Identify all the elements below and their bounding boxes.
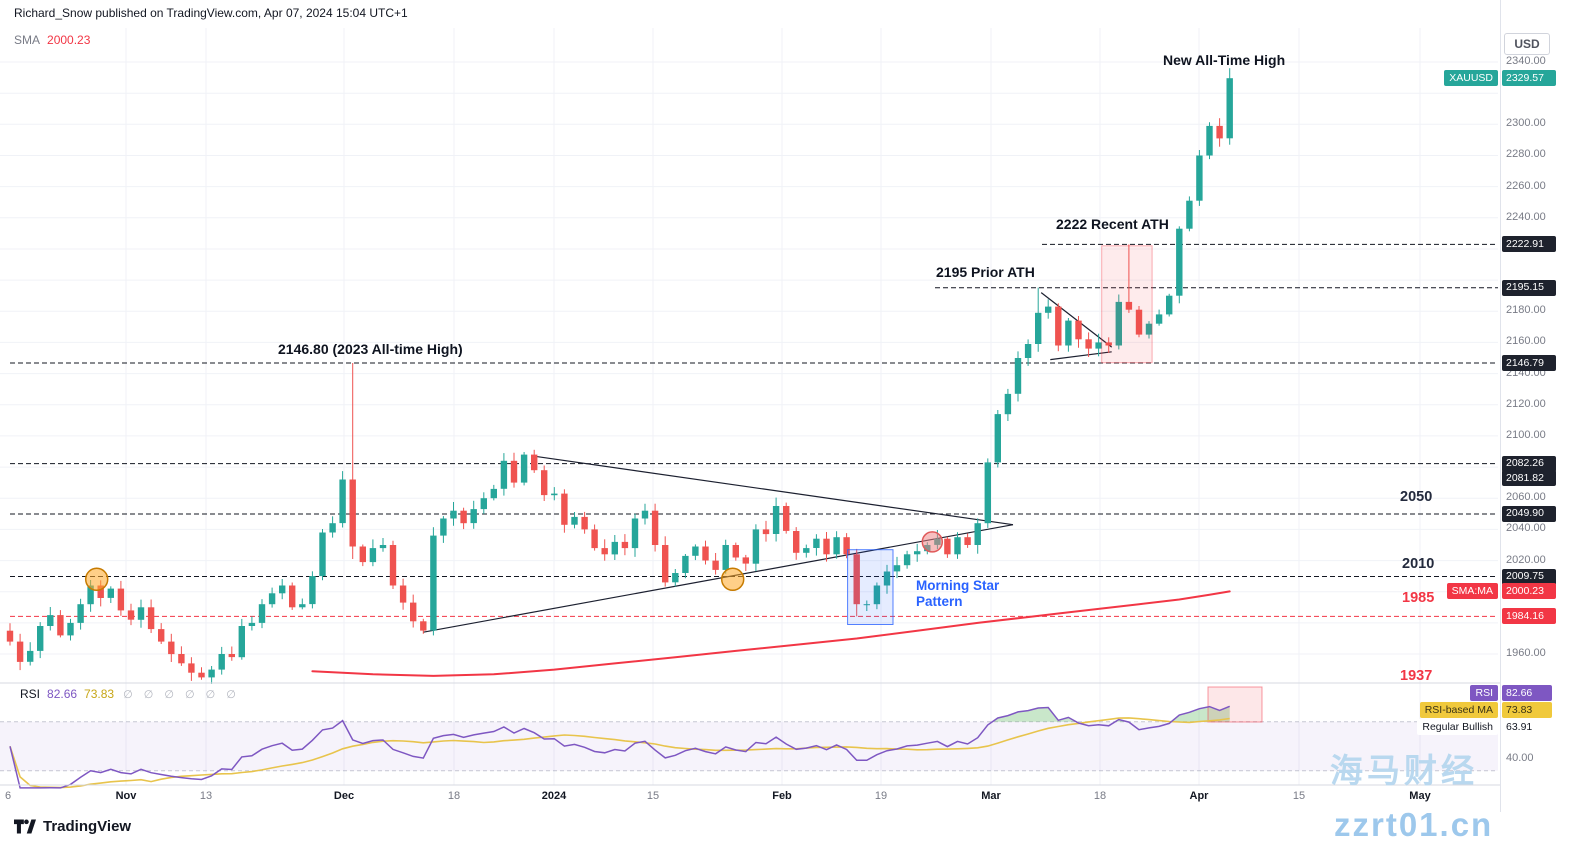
time-tick-label: 18 — [1093, 790, 1107, 802]
tradingview-logo[interactable]: TradingView — [14, 818, 131, 835]
publish-attribution: Richard_Snow published on TradingView.co… — [14, 6, 408, 20]
time-tick-label: 13 — [199, 790, 213, 802]
annotation-recent-ath[interactable]: 2222 Recent ATH — [1056, 216, 1169, 232]
price-tick-label: 2100.00 — [1506, 428, 1546, 441]
price-tick-label: 2060.00 — [1506, 491, 1546, 504]
sma-label: SMA — [14, 33, 41, 47]
price-level-tag: 2195.15 — [1502, 279, 1556, 296]
price-tick-label: 2120.00 — [1506, 397, 1546, 410]
rsi-ma-value: 73.83 — [84, 687, 115, 701]
rsi-axis-label-tag: RSI — [1470, 685, 1498, 701]
price-level-tag: 2049.90 — [1502, 505, 1556, 522]
annotation-morning-star-line1[interactable]: Morning Star — [916, 578, 1000, 593]
price-level-tag: 2222.91 — [1502, 236, 1556, 253]
watermark-cn: 海马财经 — [1330, 752, 1478, 789]
price-level-tag: 1984.16 — [1502, 608, 1556, 625]
time-tick-label: Nov — [115, 790, 137, 802]
price-tick-label: 2040.00 — [1506, 522, 1546, 535]
rsi-value: 82.66 — [47, 687, 78, 701]
annotation-level-2010[interactable]: 2010 — [1402, 556, 1435, 572]
rsi-axis-value-tag: 63.91 — [1502, 719, 1552, 735]
price-axis[interactable] — [1500, 0, 1590, 812]
price-tick-label: 2020.00 — [1506, 553, 1546, 566]
time-tick-label: 2024 — [541, 790, 567, 802]
time-tick-label: May — [1409, 790, 1431, 802]
annotation-prior-ath[interactable]: 2195 Prior ATH — [936, 264, 1035, 280]
price-tick-label: 2280.00 — [1506, 148, 1546, 161]
time-tick-label: Feb — [772, 790, 792, 802]
time-tick-label: Apr — [1189, 790, 1209, 802]
rsi-indicator-legend[interactable]: RSI 82.66 73.83 ∅ ∅ ∅ ∅ ∅ ∅ — [20, 687, 240, 701]
rsi-tick-label: 40.00 — [1506, 751, 1534, 764]
tradingview-logo-text: TradingView — [43, 818, 132, 835]
rsi-axis-value-tag: 82.66 — [1502, 685, 1552, 701]
rsi-hidden-args: ∅ ∅ ∅ ∅ ∅ ∅ — [123, 689, 240, 701]
rsi-axis-label-tag: RSI-based MA — [1419, 702, 1498, 718]
price-tick-label: 1960.00 — [1506, 647, 1546, 660]
price-tick-label: 2260.00 — [1506, 179, 1546, 192]
currency-button[interactable]: USD — [1504, 33, 1550, 55]
time-tick-label: Dec — [333, 790, 355, 802]
price-tick-label: 2160.00 — [1506, 335, 1546, 348]
price-level-tag: 2081.82 — [1502, 470, 1556, 487]
price-tick-label: 2180.00 — [1506, 304, 1546, 317]
time-tick-label: 15 — [1292, 790, 1306, 802]
sma-ma-axis-tag: SMA:MA — [1446, 583, 1498, 600]
time-tick-label: 6 — [4, 790, 12, 802]
rsi-label: RSI — [20, 687, 41, 701]
price-level-tag: 2146.79 — [1502, 355, 1556, 372]
price-tick-label: 2300.00 — [1506, 117, 1546, 130]
annotation-level-1937[interactable]: 1937 — [1400, 668, 1433, 684]
rsi-axis-label-tag: Regular Bullish — [1417, 719, 1498, 735]
annotation-morning-star-line2[interactable]: Pattern — [916, 594, 963, 609]
watermark-url: zzrt01.cn — [1334, 806, 1494, 843]
time-tick-label: 19 — [874, 790, 888, 802]
annotation-new-all-time-high[interactable]: New All-Time High — [1163, 52, 1286, 68]
sma-value: 2000.23 — [47, 33, 91, 47]
price-level-tag: 2009.75 — [1502, 568, 1556, 585]
annotation-level-2050[interactable]: 2050 — [1400, 489, 1433, 505]
symbol-axis-tag: XAUUSD — [1444, 70, 1498, 87]
time-tick-label: 18 — [447, 790, 461, 802]
symbol-price-tag: 2329.57 — [1502, 70, 1556, 87]
annotation-2023-ath[interactable]: 2146.80 (2023 All-time High) — [278, 341, 463, 357]
price-tick-label: 2340.00 — [1506, 55, 1546, 67]
rsi-axis-value-tag: 73.83 — [1502, 702, 1552, 718]
time-tick-label: 15 — [646, 790, 660, 802]
price-level-tag: 2000.23 — [1502, 583, 1556, 600]
price-tick-label: 2240.00 — [1506, 210, 1546, 223]
sma-indicator-legend[interactable]: SMA 2000.23 — [14, 33, 90, 47]
time-tick-label: Mar — [981, 790, 1001, 802]
annotation-level-1985[interactable]: 1985 — [1402, 590, 1435, 606]
tradingview-logo-icon — [14, 818, 36, 835]
price-level-tag: 2082.26 — [1502, 455, 1556, 472]
